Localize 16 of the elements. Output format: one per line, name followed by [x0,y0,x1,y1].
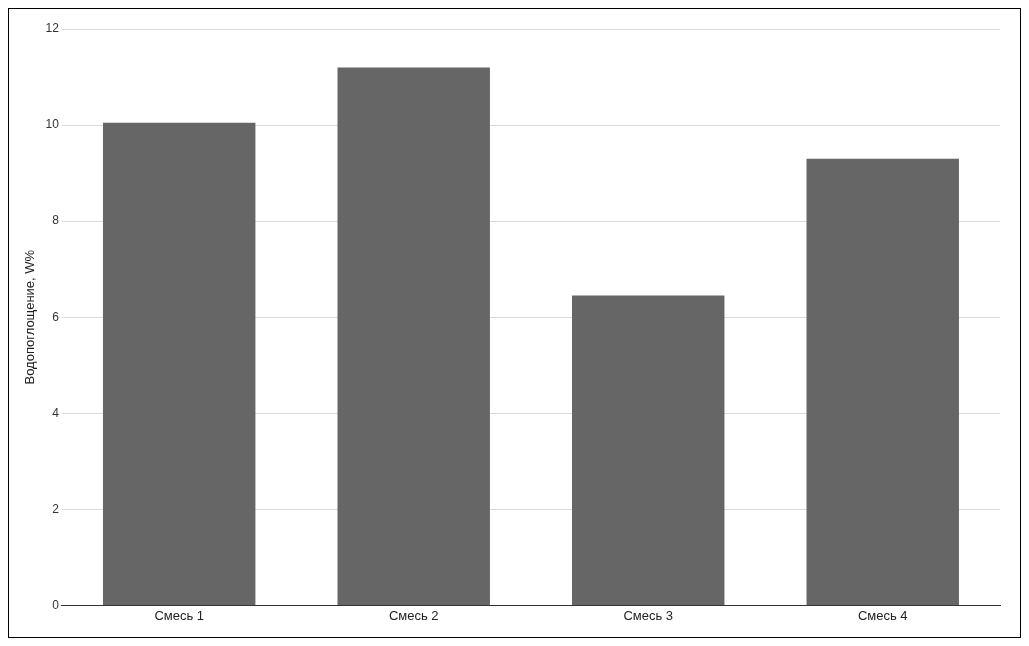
y-tick-label: 8 [52,213,60,228]
bar [572,295,725,605]
bar [806,158,959,605]
x-tick-label: Смесь 3 [623,607,674,623]
x-tick-label: Смесь 2 [388,607,439,623]
x-tick-label: Смесь 1 [154,607,205,623]
y-tick-label: 12 [45,21,60,36]
y-axis-title: Водопоглощение, W% [22,249,38,385]
bar [337,67,490,605]
y-tick-label: 10 [45,117,60,132]
y-tick-label: 0 [52,597,60,612]
y-tick-label: 2 [52,501,60,516]
y-tick-label: 4 [52,405,60,420]
y-tick-label: 6 [52,309,60,324]
x-tick-label: Смесь 4 [857,607,908,623]
bar [102,122,256,605]
